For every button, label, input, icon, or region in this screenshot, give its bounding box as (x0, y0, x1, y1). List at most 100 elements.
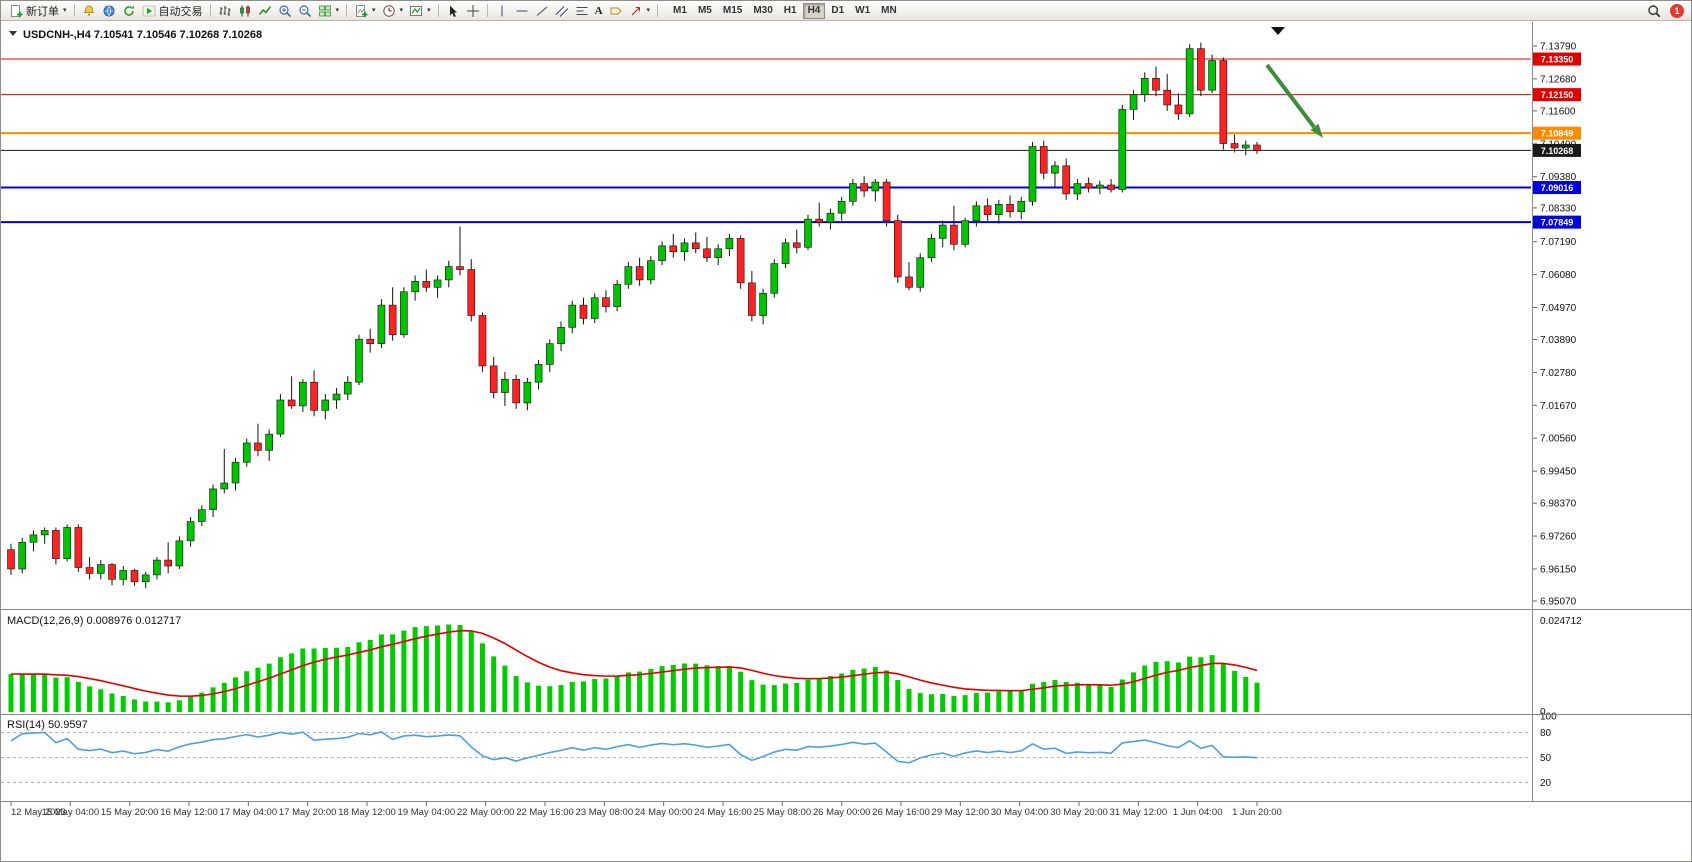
timeframe-button-m30[interactable]: M30 (748, 3, 777, 19)
autotrading-button[interactable]: 自动交易 (139, 2, 206, 20)
line-chart-icon (258, 5, 271, 15)
svg-text:20: 20 (1540, 778, 1552, 789)
svg-text:30 May 04:00: 30 May 04:00 (991, 807, 1049, 818)
refresh-icon (123, 5, 134, 16)
timeframe-button-m15[interactable]: M15 (718, 3, 747, 19)
fibonacci-icon (576, 6, 588, 15)
timeframe-button-mn[interactable]: MN (876, 3, 902, 19)
svg-text:18 May 12:00: 18 May 12:00 (338, 807, 396, 818)
chevron-down-icon: ▾ (646, 7, 651, 14)
candlestick-series (7, 42, 1261, 589)
timeframe-button-h4[interactable]: H4 (802, 2, 826, 19)
label-button[interactable] (606, 2, 626, 20)
zoom-in-button[interactable] (275, 2, 295, 20)
add-indicator-icon (356, 4, 368, 17)
macd-pane: MACD(12,26,9) 0.008976 0.012717 0.024712 0 (7, 615, 1582, 718)
svg-text:7.01670: 7.01670 (1540, 401, 1577, 412)
periods-button[interactable]: ▾ (379, 2, 407, 20)
notification-badge[interactable]: 1 (1670, 3, 1684, 18)
horizontal-lines[interactable] (1, 58, 1531, 224)
new-order-button[interactable]: 新订单 ▾ (6, 2, 70, 20)
zoom-out-icon (298, 4, 311, 17)
candlestick-icon (239, 5, 250, 16)
community-button[interactable] (99, 2, 119, 20)
arrow-tool-icon (631, 6, 640, 15)
indicators-button[interactable]: ▾ (351, 2, 379, 20)
toolbar-separator (346, 4, 348, 17)
label-icon (610, 7, 622, 14)
search-button[interactable] (1644, 2, 1664, 20)
svg-text:7.03890: 7.03890 (1540, 335, 1577, 346)
svg-text:7.09380: 7.09380 (1540, 172, 1577, 183)
scroll-marker-icon[interactable] (1271, 27, 1285, 35)
svg-text:17 May 04:00: 17 May 04:00 (220, 807, 278, 818)
svg-text:25 May 08:00: 25 May 08:00 (754, 807, 812, 818)
rsi-line (10, 731, 1258, 764)
zoom-in-icon (278, 4, 291, 17)
price-badge (1533, 126, 1581, 140)
macd-signal-line (10, 629, 1258, 698)
price-badge (1533, 52, 1581, 66)
chevron-down-icon: ▾ (427, 7, 431, 14)
svg-text:16 May 12:00: 16 May 12:00 (160, 807, 218, 818)
chart-expand-icon[interactable] (9, 31, 17, 36)
svg-text:7.13790: 7.13790 (1540, 41, 1577, 52)
timeframe-button-w1[interactable]: W1 (850, 3, 875, 19)
price-axis: 7.137907.126807.116007.104907.093807.083… (1532, 41, 1581, 607)
trendline-button[interactable] (532, 2, 552, 20)
svg-text:17 May 20:00: 17 May 20:00 (279, 807, 337, 818)
horizontal-line-button[interactable] (512, 2, 532, 20)
timeframe-button-h1[interactable]: H1 (779, 3, 802, 19)
svg-text:15 May 04:00: 15 May 04:00 (42, 807, 100, 818)
svg-text:6.99450: 6.99450 (1540, 467, 1577, 478)
svg-text:24 May 16:00: 24 May 16:00 (694, 807, 752, 818)
chevron-down-icon: ▾ (372, 7, 376, 14)
svg-text:7.02780: 7.02780 (1540, 368, 1577, 379)
templates-button[interactable]: ▾ (406, 2, 434, 20)
svg-text:22 May 00:00: 22 May 00:00 (457, 807, 515, 818)
rsi-header: RSI(14) 50.9597 (7, 719, 88, 731)
timeframe-button-m1[interactable]: M1 (668, 3, 692, 19)
svg-text:80: 80 (1540, 728, 1552, 739)
svg-text:7.12150: 7.12150 (1541, 90, 1574, 100)
line-chart-button[interactable] (255, 2, 275, 20)
timeframe-button-m5[interactable]: M5 (693, 3, 717, 19)
svg-text:1 Jun 20:00: 1 Jun 20:00 (1232, 807, 1282, 818)
toolbar-separator (657, 4, 659, 17)
arrows-button[interactable]: ▾ (626, 2, 654, 20)
chevron-down-icon: ▾ (335, 7, 340, 14)
vertical-line-button[interactable] (492, 2, 512, 20)
crosshair-icon (466, 4, 479, 17)
svg-text:6.97260: 6.97260 (1540, 532, 1577, 543)
new-order-label: 新订单 (26, 5, 59, 18)
price-badge (1533, 215, 1581, 229)
bar-chart-button[interactable] (215, 2, 235, 20)
annotation-arrow[interactable] (1265, 63, 1323, 138)
cursor-button[interactable] (443, 2, 463, 20)
clock-icon (382, 4, 395, 17)
text-button[interactable]: A (592, 2, 606, 20)
svg-text:7.12680: 7.12680 (1540, 74, 1577, 85)
svg-text:0.024712: 0.024712 (1540, 616, 1582, 627)
search-icon (1648, 4, 1661, 17)
zoom-out-button[interactable] (295, 2, 315, 20)
template-icon (410, 5, 423, 16)
channel-button[interactable] (552, 2, 572, 20)
fibonacci-button[interactable] (572, 2, 592, 20)
chevron-down-icon: ▾ (399, 7, 404, 14)
timeframe-button-d1[interactable]: D1 (826, 3, 849, 19)
alerts-button[interactable] (79, 2, 99, 20)
svg-text:24 May 00:00: 24 May 00:00 (635, 807, 693, 818)
svg-text:26 May 16:00: 26 May 16:00 (872, 807, 930, 818)
timeframe-group: M1 M5 M15 M30 H1 H4 D1 W1 MN (668, 2, 902, 19)
svg-text:7.07190: 7.07190 (1540, 237, 1577, 248)
vertical-line-icon (501, 5, 503, 16)
price-badge (1533, 143, 1581, 157)
tile-windows-button[interactable]: ▾ (315, 2, 343, 20)
refresh-button[interactable] (119, 2, 139, 20)
candlestick-chart-button[interactable] (235, 2, 255, 20)
horizontal-line-icon (516, 10, 528, 11)
crosshair-button[interactable] (463, 2, 483, 20)
